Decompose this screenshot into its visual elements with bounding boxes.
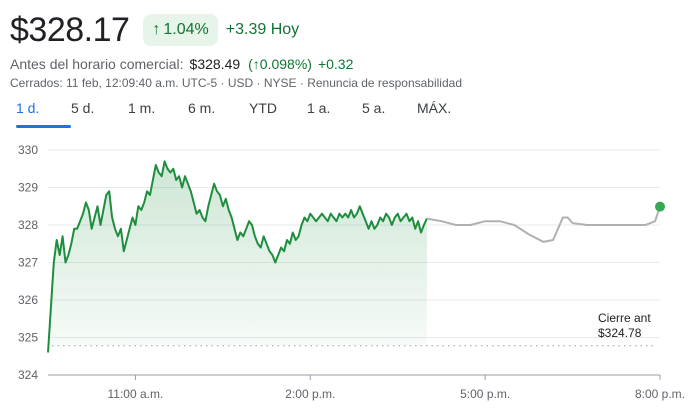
tab-1m[interactable]: 1 m. [128,100,156,116]
current-price: $328.17 [10,11,130,49]
regular-session-line [47,160,428,353]
premarket-price: $328.49 [189,56,241,72]
percent-change: 1.04% [163,21,209,38]
price-chart[interactable]: 330 329 328 327 326 325 324 11:00 a.m. 2:00 p.m.… [0,130,696,413]
tab-6m[interactable]: 6 m. [188,100,216,116]
x-tick-label: 5:00 p.m. [460,387,510,401]
y-tick-label: 330 [18,143,38,157]
y-tick-label: 326 [18,293,38,307]
tab-ytd[interactable]: YTD [249,100,277,116]
market-status-text: Cerrados: 11 feb, 12:09:40 a.m. UTC-5 · … [10,76,308,90]
latest-price-dot [655,201,665,212]
premarket-row: Antes del horario comercial: $328.49 (↑0… [10,56,353,72]
after-hours-line [426,206,661,243]
tab-1y[interactable]: 1 a. [307,100,331,116]
price-header: $328.17 ↑ 1.04% +3.39 Hoy [10,8,299,52]
previous-close-value: $324.78 [598,326,642,340]
range-tabs: 1 d. 5 d. 1 m. 6 m. YTD 1 a. 5 a. MÁX. [16,100,452,128]
percent-change-badge: ↑ 1.04% [143,14,218,46]
tab-5d[interactable]: 5 d. [71,100,95,116]
change-today: +3.39 Hoy [225,21,300,38]
market-status: Cerrados: 11 feb, 12:09:40 a.m. UTC-5 · … [10,76,462,90]
price-area-fill [48,161,427,353]
y-tick-label: 325 [18,331,38,345]
y-tick-label: 328 [18,218,38,232]
y-tick-label: 327 [18,256,38,270]
y-tick-label: 324 [18,368,38,382]
premarket-percent: (↑0.098%) [248,56,312,72]
y-tick-label: 329 [18,181,38,195]
previous-close-label: Cierre ant [598,311,651,325]
x-tick-label: 11:00 a.m. [108,387,164,401]
tab-5y[interactable]: 5 a. [362,100,386,116]
x-tick-label: 2:00 p.m. [285,387,335,401]
arrow-up-icon: ↑ [152,21,161,38]
premarket-label: Antes del horario comercial: [10,56,184,72]
tab-max[interactable]: MÁX. [417,100,452,116]
disclaimer-link[interactable]: Renuncia de responsabilidad [307,76,462,90]
premarket-change: +0.32 [317,56,354,72]
x-tick-label: 8:00 p.m. [635,387,685,401]
tab-1d[interactable]: 1 d. [16,100,71,128]
